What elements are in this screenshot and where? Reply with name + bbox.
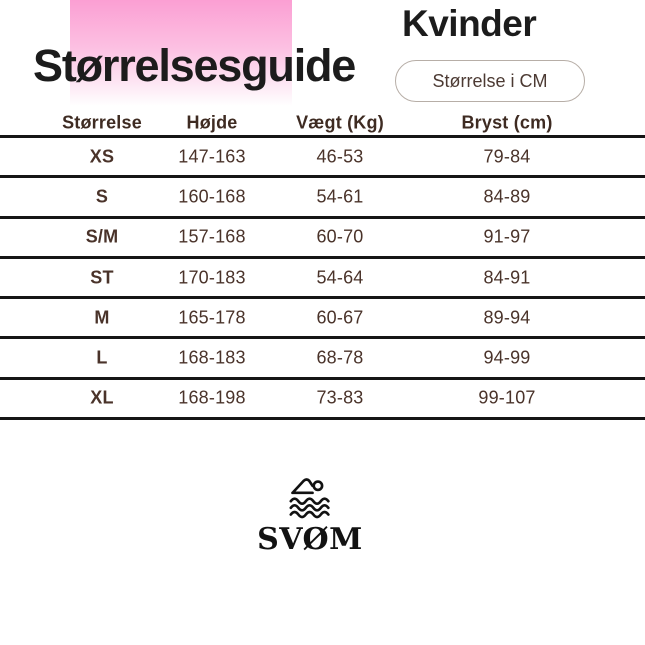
size-cell: ST [90, 267, 114, 288]
unit-toggle-label: Størrelse i CM [432, 70, 548, 91]
size-cell: M [94, 307, 110, 328]
size-cell: XS [89, 146, 115, 167]
weight-cell: 54-61 [316, 186, 364, 207]
weight-cell: 46-53 [316, 146, 364, 167]
brand-name: SVØM [257, 522, 363, 557]
column-header-chest: Bryst (cm) [461, 112, 553, 132]
height-cell: 147-163 [178, 146, 246, 167]
chest-cell: 94-99 [483, 347, 531, 368]
table-row: ST 170-183 54-64 84-91 [0, 259, 645, 300]
height-cell: 168-198 [178, 387, 246, 408]
column-header-size: Størrelse [62, 112, 142, 132]
chest-cell: 89-94 [483, 307, 531, 328]
size-cell: S [95, 186, 109, 207]
height-cell: 168-183 [178, 347, 246, 368]
size-cell: S/M [85, 226, 119, 247]
weight-cell: 60-70 [316, 226, 364, 247]
weight-cell: 54-64 [316, 267, 364, 288]
column-header-height: Højde [186, 112, 238, 132]
table-row: L 168-183 68-78 94-99 [0, 339, 645, 380]
chest-cell: 99-107 [478, 387, 536, 408]
size-table: Størrelse Højde Vægt (Kg) Bryst (cm) XS … [0, 110, 645, 421]
size-cell: XL [90, 387, 114, 408]
chest-cell: 84-89 [483, 186, 531, 207]
table-row: XS 147-163 46-53 79-84 [0, 138, 645, 179]
column-header-weight: Vægt (Kg) [296, 112, 384, 132]
height-cell: 170-183 [178, 267, 246, 288]
weight-cell: 60-67 [316, 307, 364, 328]
table-row: M 165-178 60-67 89-94 [0, 299, 645, 340]
table-row: XL 168-198 73-83 99-107 [0, 380, 645, 421]
height-cell: 157-168 [178, 226, 246, 247]
unit-toggle-button[interactable]: Størrelse i CM [395, 60, 585, 102]
table-header-row: Størrelse Højde Vægt (Kg) Bryst (cm) [0, 110, 645, 138]
height-cell: 165-178 [178, 307, 246, 328]
table-row: S/M 157-168 60-70 91-97 [0, 219, 645, 259]
page-title: Størrelsesguide [33, 40, 356, 91]
pink-gradient-accent [70, 0, 292, 106]
chest-cell: 91-97 [483, 226, 531, 247]
brand-logo: SVØM [0, 473, 620, 556]
chest-cell: 84-91 [483, 267, 531, 288]
height-cell: 160-168 [178, 186, 246, 207]
weight-cell: 73-83 [316, 387, 364, 408]
table-row: S 160-168 54-61 84-89 [0, 178, 645, 219]
weight-cell: 68-78 [316, 347, 364, 368]
category-title: Kvinder [402, 3, 537, 44]
swimmer-icon [289, 478, 330, 519]
chest-cell: 79-84 [483, 146, 531, 167]
size-cell: L [96, 347, 108, 368]
